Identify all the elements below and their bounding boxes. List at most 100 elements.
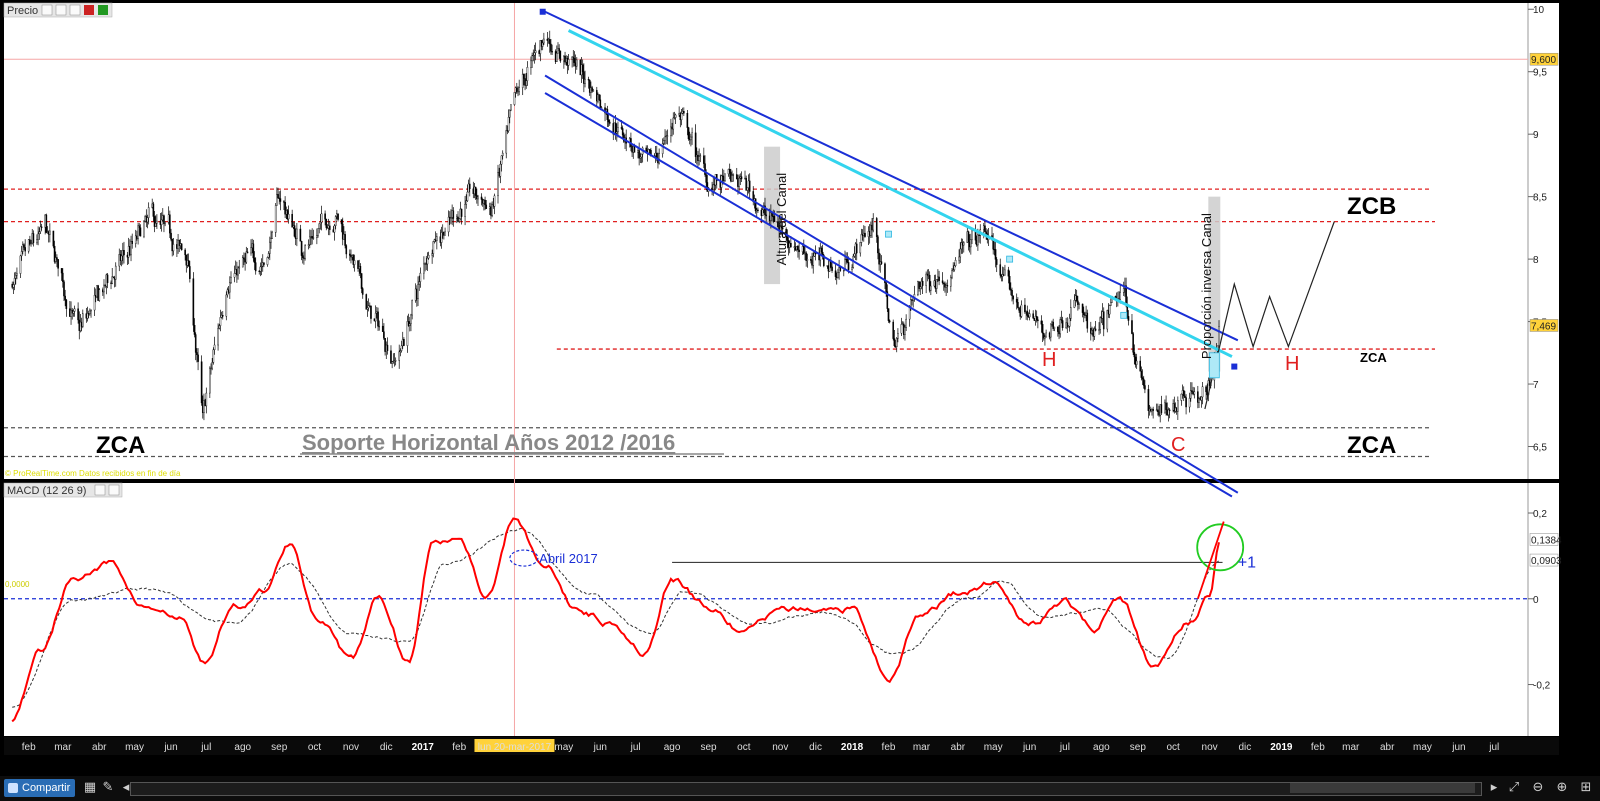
candle-body bbox=[344, 234, 346, 246]
candle-body bbox=[523, 74, 525, 79]
candle-body bbox=[277, 194, 279, 199]
candle-body bbox=[704, 163, 706, 175]
toolbox-icon[interactable]: ▦ bbox=[83, 780, 97, 795]
expand-icon[interactable]: ⊞ bbox=[1580, 780, 1592, 795]
candle-body bbox=[178, 239, 181, 246]
candle-body bbox=[930, 285, 932, 291]
candle-body bbox=[1218, 326, 1220, 347]
share-button[interactable]: Compartir bbox=[4, 779, 76, 797]
scroll-left-icon[interactable]: ◂ bbox=[122, 780, 130, 795]
candle-body bbox=[359, 266, 362, 274]
scrollbar-thumb[interactable] bbox=[1290, 783, 1475, 793]
candle-body bbox=[1201, 386, 1204, 398]
candle-body bbox=[985, 231, 987, 234]
candle-body bbox=[497, 171, 499, 197]
fit-icon[interactable]: ⤢ bbox=[1508, 780, 1520, 795]
candle-body bbox=[1011, 290, 1013, 296]
wrench-icon[interactable] bbox=[94, 484, 106, 496]
candle-body bbox=[508, 109, 511, 118]
wrench-icon[interactable] bbox=[41, 4, 53, 16]
chart-canvas: ZCA ZCA ZCA ZCB Soporte Horizontal Años 2012… bbox=[3, 2, 1562, 755]
candle-body bbox=[962, 242, 965, 246]
candle-body bbox=[1189, 390, 1192, 399]
candle-body bbox=[532, 55, 535, 57]
candle-body bbox=[967, 231, 970, 243]
x-axis-label: abr bbox=[951, 742, 966, 753]
candle-body bbox=[683, 111, 685, 114]
candle-body bbox=[391, 361, 393, 364]
candle-body bbox=[584, 78, 586, 84]
zoom-in-icon[interactable]: ⊕ bbox=[1556, 780, 1568, 795]
candle-body bbox=[1102, 311, 1105, 330]
cursor-date-box bbox=[474, 739, 555, 752]
channel-handle-start bbox=[539, 8, 546, 15]
breakout-arrow bbox=[1196, 521, 1225, 600]
candle-body bbox=[337, 213, 339, 220]
candle-body bbox=[269, 241, 271, 254]
candle-body bbox=[1068, 318, 1071, 327]
cursor-tool-icon[interactable]: ✎ bbox=[102, 780, 114, 795]
support-text: Soporte Horizontal Años 2012 /2016 bbox=[302, 430, 675, 455]
candle-body bbox=[592, 90, 595, 92]
macd-value-tag-box bbox=[1529, 533, 1559, 546]
signal-value-tag: 0,0903 bbox=[1531, 556, 1562, 567]
candle-body bbox=[797, 246, 799, 251]
candle-body bbox=[1041, 324, 1044, 334]
candle-body bbox=[377, 311, 379, 327]
candle-body bbox=[946, 284, 949, 287]
x-axis-label: feb bbox=[882, 742, 896, 753]
close-icon[interactable] bbox=[69, 4, 81, 16]
macd-y-label: 0 bbox=[1533, 595, 1539, 606]
candle-body bbox=[576, 59, 578, 67]
candle-body bbox=[203, 400, 205, 414]
add-indicator-icon[interactable] bbox=[84, 5, 94, 15]
candle-body bbox=[163, 215, 165, 225]
candle-body bbox=[411, 300, 413, 316]
price-y-label: 7 bbox=[1533, 380, 1539, 391]
candle-body bbox=[599, 99, 602, 109]
candle-body bbox=[1015, 299, 1018, 303]
candle-body bbox=[65, 299, 68, 309]
candle-body bbox=[781, 227, 784, 230]
candle-body bbox=[893, 338, 896, 346]
x-axis-label: nov bbox=[772, 742, 788, 753]
candle-body bbox=[745, 177, 747, 191]
candle-body bbox=[403, 339, 405, 346]
drawings-layer: ZCA ZCA ZCA ZCB Soporte Horizontal Años 2012… bbox=[96, 8, 1396, 498]
candle-body bbox=[120, 255, 123, 261]
candle-body bbox=[276, 194, 278, 206]
candle-body bbox=[184, 249, 186, 256]
close-icon[interactable] bbox=[108, 484, 120, 496]
window-icon[interactable] bbox=[55, 4, 67, 16]
zoom-out-icon[interactable]: ⊖ bbox=[1532, 780, 1544, 795]
abril-label: Abril 2017 bbox=[539, 551, 598, 566]
move-up-icon[interactable] bbox=[98, 5, 108, 15]
candle-body bbox=[1007, 269, 1010, 277]
candle-body bbox=[926, 273, 929, 276]
candle-body bbox=[621, 128, 624, 136]
x-axis-label: abr bbox=[92, 742, 107, 753]
candle-body bbox=[1057, 326, 1059, 332]
cyan-marker bbox=[885, 230, 892, 238]
candle-body bbox=[958, 256, 960, 261]
candle-body bbox=[60, 268, 63, 274]
candle-body bbox=[738, 178, 740, 187]
candle-body bbox=[705, 174, 707, 183]
candle-body bbox=[518, 87, 520, 92]
candle-body bbox=[591, 87, 593, 92]
x-axis-label: may bbox=[984, 742, 1003, 753]
x-axis-label: ago bbox=[1093, 742, 1110, 753]
candle-body bbox=[1008, 276, 1011, 290]
zca-right-low-label: ZCA bbox=[1347, 432, 1396, 459]
scroll-right-icon[interactable]: ▸ bbox=[1490, 780, 1498, 795]
h1-label: H bbox=[1042, 349, 1056, 371]
candle-body bbox=[517, 91, 519, 93]
cyan-box bbox=[1208, 352, 1220, 379]
candle-body bbox=[250, 247, 252, 254]
time-scrollbar[interactable] bbox=[130, 782, 1482, 796]
candle-body bbox=[1067, 326, 1070, 328]
candle-body bbox=[680, 113, 683, 121]
candle-body bbox=[1191, 390, 1193, 393]
candle-body bbox=[1045, 332, 1047, 338]
candle-body bbox=[284, 202, 286, 215]
